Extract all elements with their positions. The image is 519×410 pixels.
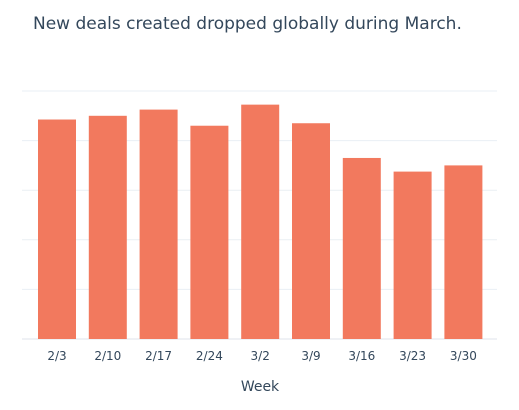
bar-2-17[interactable]	[139, 109, 178, 339]
bar-3-9[interactable]	[292, 123, 330, 340]
x-tick-label: 2/3	[47, 349, 66, 363]
x-axis-ticks: 2/3 2/10 2/17 2/24 3/2 3/9 3/16 3/23 3/30	[47, 349, 477, 363]
bar-3-2[interactable]	[241, 104, 280, 339]
bar-2-24[interactable]	[190, 125, 229, 339]
x-tick-label: 2/10	[94, 349, 121, 363]
bar-2-3[interactable]	[38, 119, 76, 340]
chart-title: New deals created dropped globally durin…	[33, 14, 462, 34]
bar-3-30[interactable]	[444, 165, 483, 339]
bar-3-16[interactable]	[342, 157, 381, 339]
x-tick-label: 3/2	[251, 349, 270, 363]
x-tick-label: 3/23	[399, 349, 426, 363]
bar-2-10[interactable]	[88, 115, 127, 339]
x-tick-label: 2/24	[196, 349, 223, 363]
bars	[38, 104, 483, 340]
x-tick-label: 3/30	[450, 349, 477, 363]
x-axis-title: Week	[241, 379, 280, 395]
x-tick-label: 2/17	[145, 349, 172, 363]
bar-3-23[interactable]	[393, 171, 432, 339]
x-tick-label: 3/9	[301, 349, 320, 363]
x-tick-label: 3/16	[348, 349, 375, 363]
